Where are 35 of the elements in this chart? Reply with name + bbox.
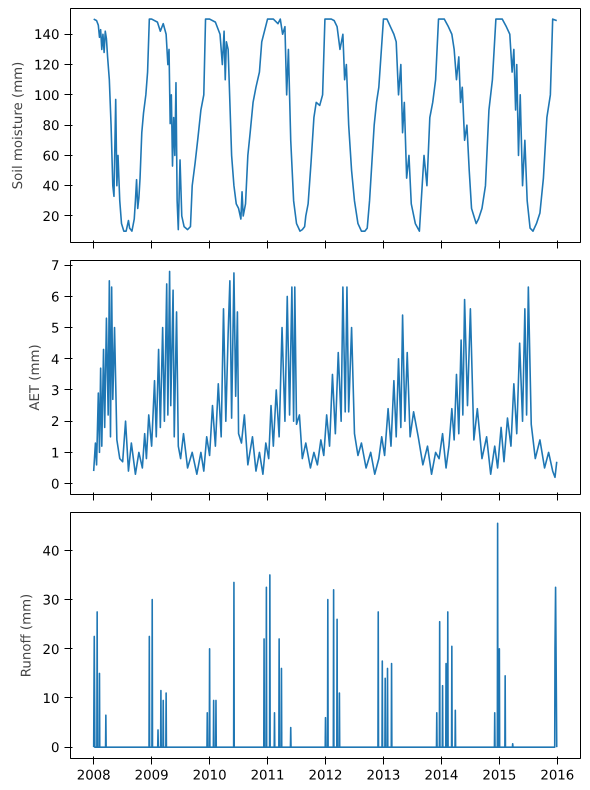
x-tick-label: 2016: [540, 768, 574, 784]
y-tick-label: 20: [42, 642, 60, 658]
line-series: [92, 18, 558, 232]
x-tick-label: 2014: [424, 768, 458, 784]
y-tick-label: 2: [51, 415, 60, 430]
y-tick-label: 0: [51, 741, 60, 756]
y-tick-label: 7: [51, 259, 60, 274]
y-tick-label: 1: [51, 446, 60, 462]
y-axis-title: Runoff (mm): [20, 594, 35, 678]
y-tick-label: 100: [34, 88, 60, 104]
y-tick-label: 80: [42, 119, 60, 134]
y-tick-label: 5: [51, 322, 60, 337]
y-tick-label: 3: [51, 384, 60, 399]
y-tick-label: 0: [51, 478, 60, 493]
x-tick-label: 2013: [366, 768, 400, 784]
y-tick-label: 60: [42, 149, 60, 164]
x-tick-label: 2011: [250, 768, 285, 784]
line-series: [92, 522, 558, 748]
y-tick-label: 140: [34, 28, 60, 44]
line-series: [92, 270, 558, 478]
x-tick-label: 2008: [76, 768, 111, 784]
y-tick-label: 40: [42, 180, 60, 195]
y-tick-label: 120: [34, 58, 60, 74]
x-tick-label: 2012: [308, 768, 342, 784]
y-tick-label: 4: [51, 352, 60, 368]
y-tick-label: 10: [42, 692, 60, 707]
y-tick-label: 40: [42, 544, 60, 560]
x-tick-label: 2009: [134, 768, 169, 784]
x-tick-label: 2010: [192, 768, 227, 784]
x-tick-label: 2015: [482, 768, 516, 784]
y-tick-label: 6: [51, 290, 60, 306]
y-tick-label: 20: [42, 210, 60, 225]
y-axis-title: Soil moisture (mm): [11, 62, 26, 190]
y-axis-title: AET (mm): [28, 344, 44, 411]
y-tick-label: 30: [42, 594, 60, 609]
